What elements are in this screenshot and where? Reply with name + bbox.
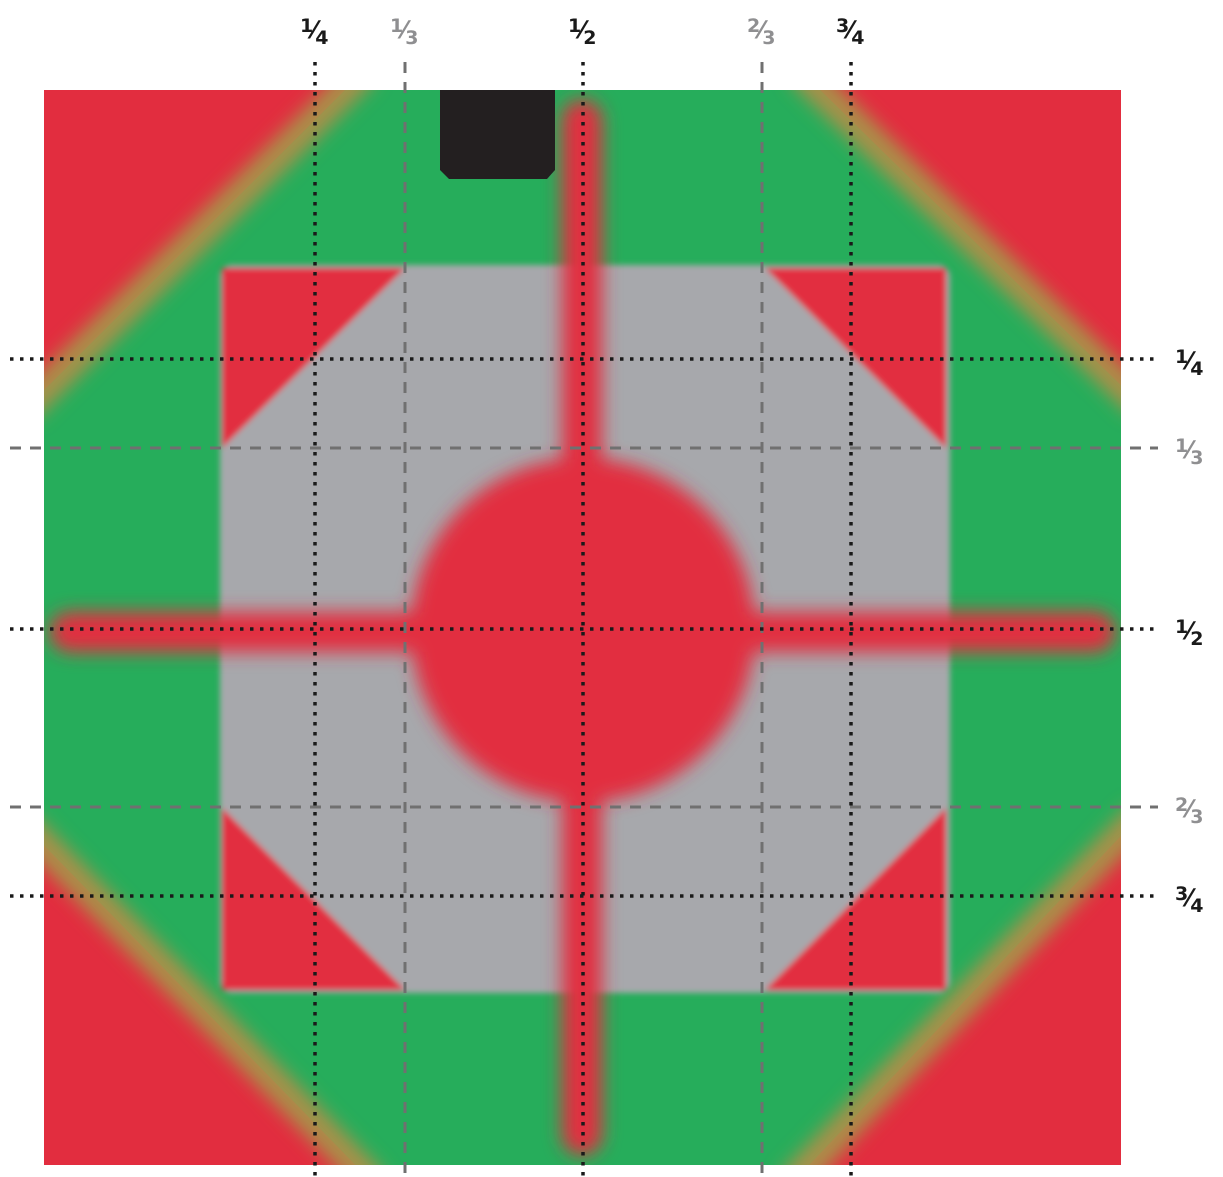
diagonal-band-bottom-left [44,823,377,1165]
horizontal-label-1-2: 1⁄2 [1175,616,1203,650]
vertical-label-2-3: 2⁄3 [747,15,775,49]
diagonal-blend-bands [44,90,1121,1165]
vertical-label-1-3: 1⁄3 [390,15,418,49]
horizontal-guides [10,357,1158,898]
horizontal-guide-labels: 1⁄4 1⁄3 1⁄2 2⁄3 3⁄4 [1175,346,1203,917]
vertical-guide-labels: 1⁄4 1⁄3 1⁄2 2⁄3 3⁄4 [300,15,864,49]
diagonal-band-top-right [798,90,1121,407]
vertical-guides [313,62,853,1177]
horizontal-label-1-4: 1⁄4 [1175,346,1203,380]
red-triangle-top-right [765,268,946,448]
vertical-label-3-4: 3⁄4 [836,15,864,49]
horizontal-label-3-4: 3⁄4 [1175,883,1203,917]
horizontal-label-1-3: 1⁄3 [1175,435,1203,469]
red-triangle-bottom-right [765,808,946,990]
diagonal-band-bottom-right [788,814,1121,1165]
vertical-label-1-2: 1⁄2 [568,15,596,49]
abstract-artwork [44,90,1121,1165]
black-tab [440,90,555,179]
vertical-label-1-4: 1⁄4 [300,15,328,49]
diagonal-band-top-left [44,90,367,412]
horizontal-label-2-3: 2⁄3 [1175,794,1203,828]
red-triangle-bottom-left [222,808,405,990]
